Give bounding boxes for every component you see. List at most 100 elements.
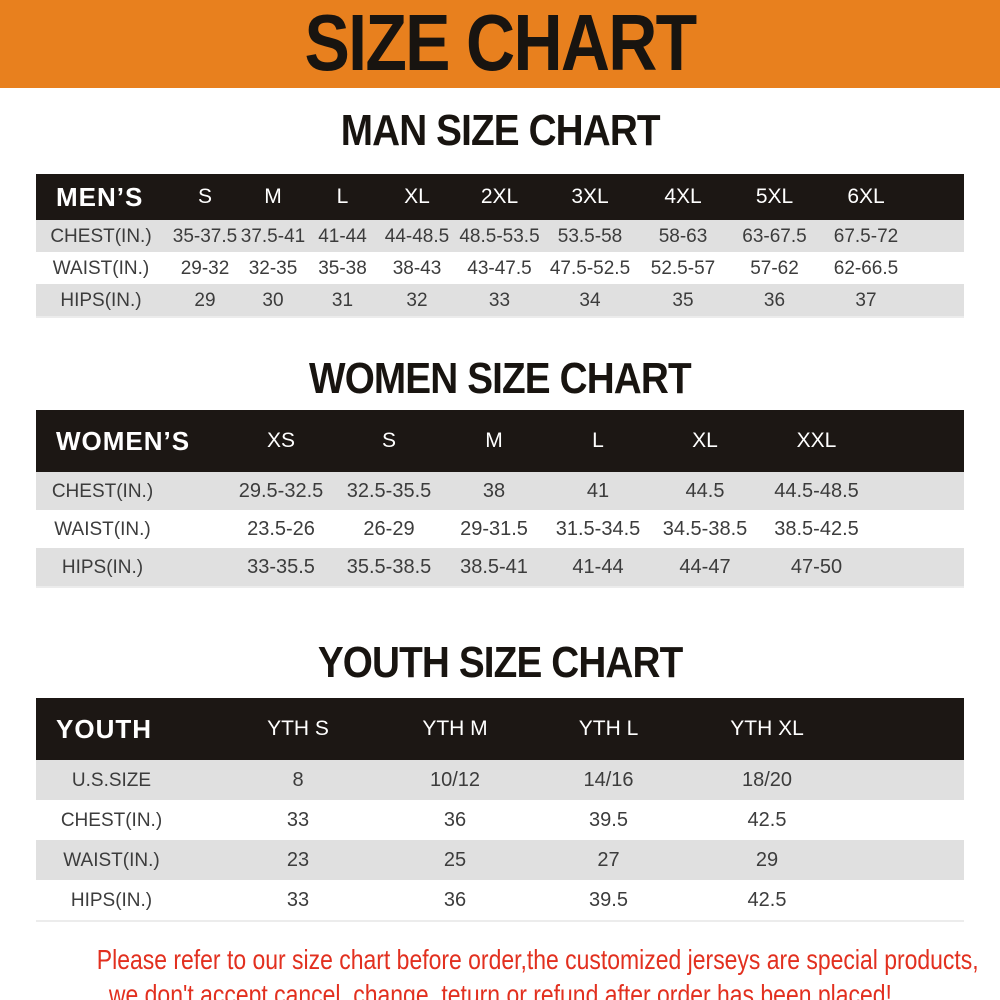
banner: SIZE CHART <box>0 0 1000 88</box>
filler-cell <box>847 698 964 760</box>
filler-cell <box>912 174 964 220</box>
man-size-column-6xl: 6XL <box>820 174 912 220</box>
row-label-cell: CHEST(IN.) <box>36 472 226 510</box>
man-section-heading: MAN SIZE CHART <box>0 108 1000 154</box>
size-value-cell: 43-47.5 <box>456 252 543 284</box>
row-label-cell: WAIST(IN.) <box>36 840 216 880</box>
size-value-cell: 29 <box>687 840 847 880</box>
women-size-table: WOMEN’S XS S M L XL XXL CHEST(IN.) 29.5-32.5 32.5… <box>36 410 964 588</box>
size-value-cell: 38.5-42.5 <box>760 510 873 548</box>
page-title: SIZE CHART <box>0 0 1000 86</box>
youth-header-row: YOUTH YTH S YTH M YTH L YTH XL <box>36 698 964 760</box>
women-row-waist-in: WAIST(IN.) 23.5-26 26-29 29-31.5 31.5-34.5 34… <box>36 510 964 548</box>
page-title-text: SIZE CHART <box>304 0 698 87</box>
filler-cell <box>847 880 964 921</box>
filler-cell <box>873 472 964 510</box>
man-row-chest-in: CHEST(IN.) 35-37.5 37.5-41 41-44 44-48.5 48.5… <box>36 220 964 252</box>
women-size-column-m: M <box>442 410 546 472</box>
youth-size-column-yth-m: YTH M <box>380 698 530 760</box>
women-size-column-xs: XS <box>226 410 336 472</box>
footer-line-1: Please refer to our size chart before or… <box>0 942 1000 977</box>
youth-size-column-yth-s: YTH S <box>216 698 380 760</box>
man-size-column-l: L <box>307 174 378 220</box>
size-chart-sections: MAN SIZE CHART MEN’S S M L XL 2XL 3XL 4XL 5XL 6XL C… <box>0 108 1000 922</box>
youth-row-u-s-size: U.S.SIZE 8 10/12 14/16 18/20 <box>36 760 964 800</box>
size-value-cell: 25 <box>380 840 530 880</box>
row-label-cell: U.S.SIZE <box>36 760 216 800</box>
row-label-cell: HIPS(IN.) <box>36 880 216 921</box>
size-value-cell: 30 <box>239 284 307 317</box>
man-row-waist-in: WAIST(IN.) 29-32 32-35 35-38 38-43 43-47.5 47.… <box>36 252 964 284</box>
filler-cell <box>873 510 964 548</box>
women-size-column-xxl: XXL <box>760 410 873 472</box>
size-value-cell: 35-38 <box>307 252 378 284</box>
filler-cell <box>912 284 964 317</box>
man-row-hips-in: HIPS(IN.) 29 30 31 32 33 34 35 36 37 <box>36 284 964 317</box>
size-value-cell: 36 <box>729 284 820 317</box>
size-value-cell: 32 <box>378 284 456 317</box>
size-value-cell: 31.5-34.5 <box>546 510 650 548</box>
section-youth: YOUTH SIZE CHART YOUTH YTH S YTH M YTH L YTH … <box>0 640 1000 922</box>
size-value-cell: 48.5-53.5 <box>456 220 543 252</box>
size-value-cell: 41-44 <box>307 220 378 252</box>
youth-corner-label: YOUTH <box>36 698 216 760</box>
row-label-cell: CHEST(IN.) <box>36 800 216 840</box>
size-value-cell: 36 <box>380 880 530 921</box>
man-corner-label: MEN’S <box>36 174 171 220</box>
section-women: WOMEN SIZE CHART WOMEN’S XS S M L XL XXL CHEST(I… <box>0 356 1000 588</box>
size-value-cell: 63-67.5 <box>729 220 820 252</box>
size-value-cell: 32.5-35.5 <box>336 472 442 510</box>
size-value-cell: 26-29 <box>336 510 442 548</box>
size-value-cell: 57-62 <box>729 252 820 284</box>
filler-cell <box>912 252 964 284</box>
size-value-cell: 37.5-41 <box>239 220 307 252</box>
size-value-cell: 42.5 <box>687 880 847 921</box>
women-corner-label: WOMEN’S <box>36 410 226 472</box>
size-value-cell: 35-37.5 <box>171 220 239 252</box>
women-row-chest-in: CHEST(IN.) 29.5-32.5 32.5-35.5 38 41 44.5 44.5… <box>36 472 964 510</box>
row-label-cell: CHEST(IN.) <box>36 220 171 252</box>
row-label-cell: WAIST(IN.) <box>36 510 226 548</box>
size-value-cell: 38-43 <box>378 252 456 284</box>
size-value-cell: 44-48.5 <box>378 220 456 252</box>
youth-section-heading-text: YOUTH SIZE CHART <box>317 638 683 687</box>
size-value-cell: 36 <box>380 800 530 840</box>
size-value-cell: 33 <box>456 284 543 317</box>
size-value-cell: 14/16 <box>530 760 687 800</box>
man-section-heading-text: MAN SIZE CHART <box>340 106 661 155</box>
youth-size-column-yth-xl: YTH XL <box>687 698 847 760</box>
man-size-column-3xl: 3XL <box>543 174 637 220</box>
youth-size-table: YOUTH YTH S YTH M YTH L YTH XL U.S.SIZE 8 10/12… <box>36 698 964 922</box>
man-header-row: MEN’S S M L XL 2XL 3XL 4XL 5XL 6XL <box>36 174 964 220</box>
women-row-hips-in: HIPS(IN.) 33-35.5 35.5-38.5 38.5-41 41-44 44-… <box>36 548 964 587</box>
size-value-cell: 41 <box>546 472 650 510</box>
size-value-cell: 67.5-72 <box>820 220 912 252</box>
size-value-cell: 44.5 <box>650 472 760 510</box>
women-section-heading-text: WOMEN SIZE CHART <box>309 354 692 403</box>
footer-line-1-text: Please refer to our size chart before or… <box>96 944 979 975</box>
size-value-cell: 47-50 <box>760 548 873 587</box>
size-value-cell: 33-35.5 <box>226 548 336 587</box>
size-value-cell: 42.5 <box>687 800 847 840</box>
size-value-cell: 18/20 <box>687 760 847 800</box>
size-value-cell: 29.5-32.5 <box>226 472 336 510</box>
man-size-column-xl: XL <box>378 174 456 220</box>
women-size-column-s: S <box>336 410 442 472</box>
size-value-cell: 38.5-41 <box>442 548 546 587</box>
size-value-cell: 38 <box>442 472 546 510</box>
size-value-cell: 34.5-38.5 <box>650 510 760 548</box>
women-size-column-xl: XL <box>650 410 760 472</box>
size-value-cell: 29-32 <box>171 252 239 284</box>
filler-cell <box>912 220 964 252</box>
filler-cell <box>847 840 964 880</box>
size-value-cell: 27 <box>530 840 687 880</box>
size-value-cell: 35 <box>637 284 729 317</box>
size-value-cell: 34 <box>543 284 637 317</box>
man-size-column-s: S <box>171 174 239 220</box>
man-size-column-2xl: 2XL <box>456 174 543 220</box>
size-value-cell: 37 <box>820 284 912 317</box>
size-value-cell: 58-63 <box>637 220 729 252</box>
row-label-cell: WAIST(IN.) <box>36 252 171 284</box>
size-value-cell: 23 <box>216 840 380 880</box>
filler-cell <box>847 760 964 800</box>
